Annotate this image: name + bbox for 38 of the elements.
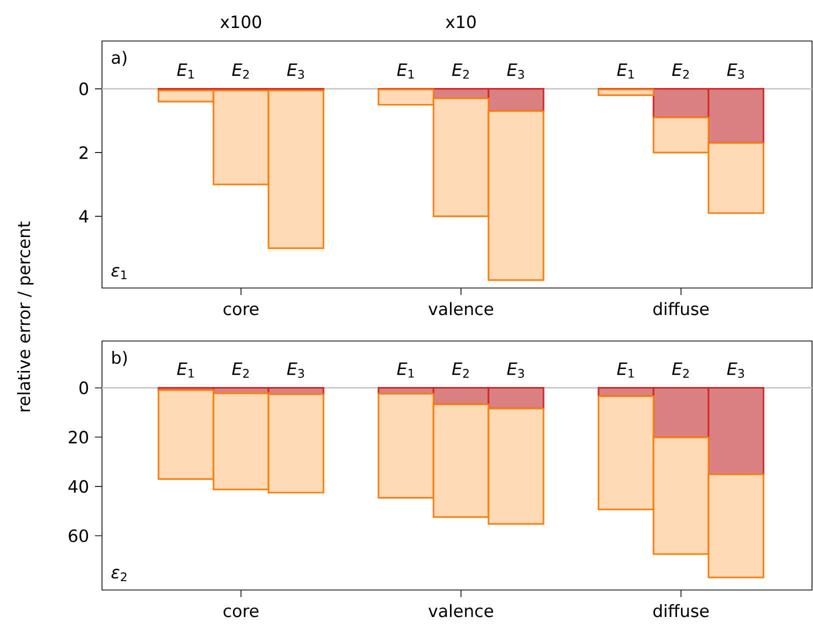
x-tick-label: E$_{3}$ [287, 362, 304, 378]
text: diffuse [653, 302, 709, 316]
y-tick-label: 20 [68, 430, 88, 444]
x-tick-label: E$_{1}$ [397, 63, 414, 79]
text: x100 [220, 15, 262, 28]
y-tick-label: 2 [80, 146, 88, 159]
x-tick-label: E$_{2}$ [452, 362, 469, 378]
x-tick-label: E$_{3}$ [727, 63, 744, 79]
x-tick-label: E$_{1}$ [397, 362, 414, 378]
y-tick-label: 4 [79, 210, 88, 222]
y-tick-label: 0 [79, 381, 88, 394]
x-tick-label: E$_{1}$ [617, 362, 634, 378]
x-tick-label: E$_{2}$ [452, 63, 469, 79]
x-tick-label: E$_{3}$ [507, 362, 524, 378]
x-tick-label: E$_{2}$ [232, 63, 249, 79]
y-axis-title: relative error / percent [17, 222, 34, 412]
x-tick-label: E$_{3}$ [507, 63, 524, 79]
text: ε$_{1}$ [112, 266, 126, 280]
text: valence [428, 604, 494, 618]
x-tick-label: E$_{2}$ [672, 362, 689, 378]
x-tick-label: E$_{1}$ [177, 362, 194, 378]
text: core [224, 608, 258, 618]
x-tick-label: E$_{1}$ [617, 63, 634, 79]
text: ε$_{2}$ [112, 568, 126, 582]
y-tick-label: 0 [79, 82, 88, 96]
text: x10 [446, 15, 476, 28]
x-tick-label: E$_{3}$ [287, 63, 304, 79]
y-tick-label: 60 [68, 529, 88, 542]
y-tick-label: 40 [68, 480, 88, 493]
x-tick-label: E$_{2}$ [672, 63, 689, 79]
text: core [224, 306, 258, 316]
text: a) [112, 50, 126, 66]
text: diffuse [653, 604, 709, 618]
x-tick-label: E$_{1}$ [177, 63, 194, 79]
text: valence [428, 302, 494, 316]
text: b) [112, 350, 127, 366]
x-tick-label: E$_{3}$ [727, 362, 744, 378]
x-tick-label: E$_{2}$ [232, 362, 249, 378]
